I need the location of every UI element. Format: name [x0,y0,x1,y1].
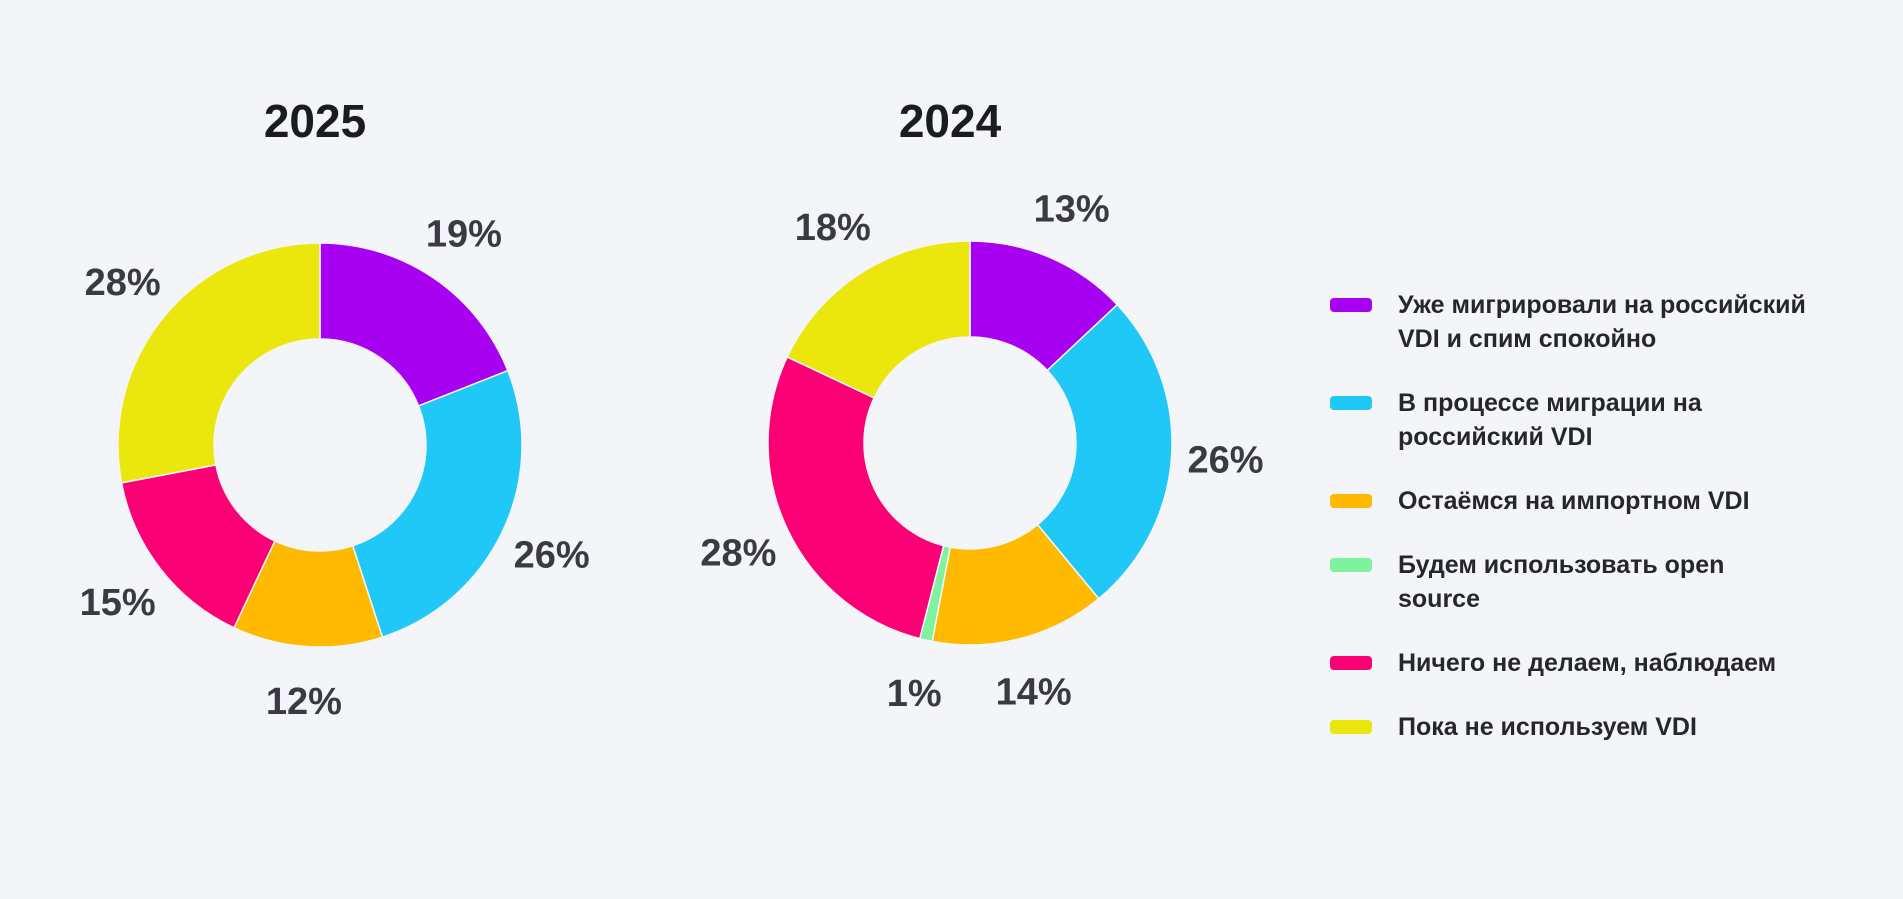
data-label-2024-6: 18% [795,207,871,249]
data-label-2024-1: 13% [1034,188,1110,230]
legend-item: Пока не используем VDI [1330,710,1810,744]
data-label-2025-2: 26% [514,534,590,576]
legend-color-swatch [1330,396,1372,410]
legend-label: Остаёмся на импортном VDI [1398,487,1750,515]
legend-color-swatch [1330,558,1372,572]
data-label-2024-2: 26% [1187,439,1263,481]
legend-item: Будем использовать open source [1330,548,1810,616]
pie-slice-2024-6 [786,240,971,399]
donut-chart-2025: 19% 26% 12% 15% 28% [80,214,590,723]
pie-slice-2025-6 [117,242,321,484]
donut-chart-2024: 13% 26% 14% 1% 28% 18% [700,188,1263,715]
data-label-2024-4: 1% [887,673,942,715]
pie-slice-2024-3 [931,523,1100,646]
legend-item: Ничего не делаем, наблюдаем [1330,646,1810,680]
legend-label: В процессе миграции на российский VDI [1398,389,1702,451]
legend-label: Пока не используем VDI [1398,713,1697,741]
data-label-2025-5: 15% [80,582,156,624]
data-label-2025-3: 12% [266,681,342,723]
pie-slice-2025-5 [120,463,276,629]
legend-color-swatch [1330,720,1372,734]
pie-slice-2025-1 [319,242,509,407]
legend-label: Будем использовать open source [1398,551,1725,613]
legend-item: Остаёмся на импортном VDI [1330,484,1810,518]
legend: Уже мигрировали на российский VDI и спим… [1330,288,1810,744]
legend-item: В процессе миграции на российский VDI [1330,386,1810,454]
legend-item: Уже мигрировали на российский VDI и спим… [1330,288,1810,356]
legend-color-swatch [1330,494,1372,508]
data-label-2025-1: 19% [426,214,502,256]
legend-label: Уже мигрировали на российский VDI и спим… [1398,291,1806,353]
legend-color-swatch [1330,656,1372,670]
legend-label: Ничего не делаем, наблюдаем [1398,649,1777,677]
pie-slice-2025-2 [351,369,523,639]
data-label-2024-5: 28% [700,532,776,574]
pie-slice-2024-5 [767,355,945,640]
legend-color-swatch [1330,298,1372,312]
pie-slice-2024-2 [1036,303,1173,600]
chart-title-2024: 2024 [898,95,1002,147]
data-label-2024-3: 14% [996,671,1072,713]
data-label-2025-6: 28% [85,262,161,304]
chart-title-2025: 2025 [263,95,367,147]
